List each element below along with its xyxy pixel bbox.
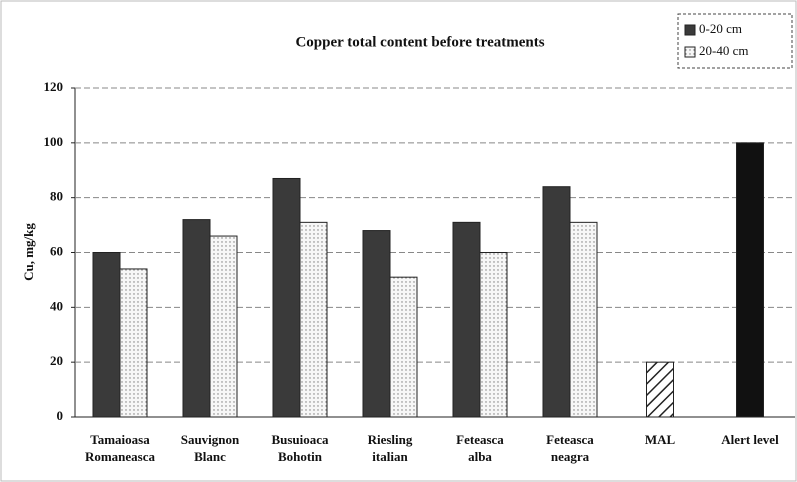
legend-label: 0-20 cm: [699, 21, 742, 36]
chart-title: Copper total content before treatments: [295, 34, 544, 50]
y-tick-label: 20: [50, 353, 63, 368]
legend-swatch: [684, 46, 696, 58]
y-tick-label: 120: [44, 79, 64, 94]
x-tick-label: alba: [468, 449, 492, 464]
bar: [92, 252, 121, 418]
bar: [736, 142, 764, 418]
bar: [389, 276, 418, 418]
x-tick-label: MAL: [645, 432, 676, 447]
bar: [299, 221, 328, 418]
y-tick-label: 60: [50, 243, 63, 258]
x-tick-label: Feteasca: [546, 432, 594, 447]
x-tick-label: Romaneasca: [85, 449, 156, 464]
x-tick-label: Tamaioasa: [90, 432, 150, 447]
x-tick-label: Busuioaca: [271, 432, 329, 447]
x-tick-label: Feteasca: [456, 432, 504, 447]
bar: [182, 219, 211, 418]
x-tick-label: neagra: [551, 449, 590, 464]
x-tick-label: Bohotin: [278, 449, 323, 464]
bar: [209, 235, 238, 418]
bar: [646, 361, 674, 418]
x-tick-label: Blanc: [194, 449, 226, 464]
x-tick-label: italian: [372, 449, 408, 464]
legend-swatch: [684, 24, 696, 36]
x-tick-label: Riesling: [368, 432, 413, 447]
y-tick-label: 40: [50, 298, 63, 313]
bar: [362, 230, 391, 418]
x-tick-label: Sauvignon: [181, 432, 240, 447]
bar: [479, 252, 508, 418]
bar: [569, 221, 598, 418]
y-tick-label: 0: [57, 408, 64, 423]
legend-label: 20-40 cm: [699, 43, 748, 58]
y-tick-label: 80: [50, 189, 63, 204]
bar: [272, 177, 301, 418]
bar: [119, 268, 148, 418]
bar: [542, 186, 571, 418]
y-tick-label: 100: [44, 134, 64, 149]
y-axis-label: Cu, mg/kg: [21, 223, 36, 281]
x-tick-label: Alert level: [721, 432, 779, 447]
legend-box: [677, 13, 793, 69]
bar: [452, 221, 481, 418]
